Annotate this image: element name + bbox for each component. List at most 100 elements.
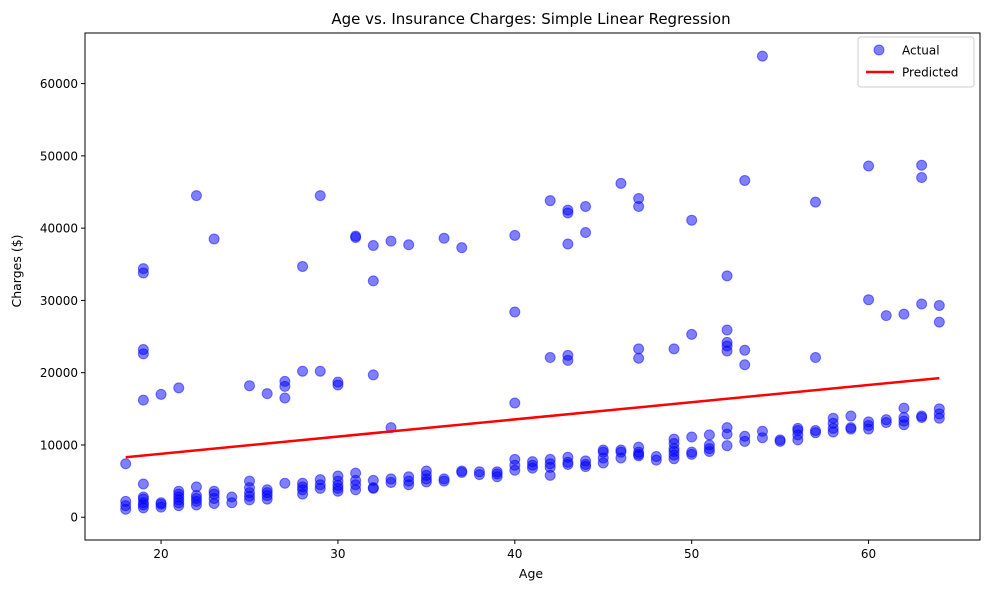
- scatter-point: [898, 402, 910, 414]
- y-tick-label: 50000: [40, 149, 78, 163]
- y-tick-label: 0: [70, 511, 78, 525]
- scatter-point: [173, 382, 185, 394]
- scatter-point: [916, 298, 928, 310]
- scatter-point: [243, 475, 255, 487]
- scatter-point: [633, 441, 645, 453]
- scatter-point: [155, 388, 167, 400]
- regression-line: [125, 376, 940, 459]
- scatter-point: [190, 481, 202, 493]
- legend-label-actual: Actual: [902, 44, 940, 58]
- y-tick-label: 60000: [40, 77, 78, 91]
- scatter-point: [509, 397, 521, 409]
- scatter-point: [845, 422, 857, 434]
- scatter-point: [933, 403, 945, 415]
- scatter-point: [756, 50, 768, 62]
- scatter-point: [827, 412, 839, 424]
- scatter-point: [279, 375, 291, 387]
- scatter-point: [544, 453, 556, 465]
- scatter-point: [721, 440, 733, 452]
- scatter-point: [580, 455, 592, 467]
- scatter-point: [774, 434, 786, 446]
- scatter-point: [137, 344, 149, 356]
- scatter-point: [279, 477, 291, 489]
- legend-marker-actual: [873, 44, 885, 56]
- scatter-point: [120, 458, 132, 470]
- scatter-point: [916, 172, 928, 184]
- axis-ticks: 20 30 40 50 60 0 10000 20000 30000 40000 50000 6000…: [40, 77, 876, 561]
- scatter-point: [243, 380, 255, 392]
- scatter-point: [438, 232, 450, 244]
- scatter-point: [350, 230, 362, 242]
- scatter-point: [880, 414, 892, 426]
- x-tick-label: 30: [330, 547, 345, 561]
- scatter-point: [845, 410, 857, 422]
- legend: Actual Predicted: [857, 36, 975, 88]
- chart-title: Age vs. Insurance Charges: Simple Linear…: [331, 10, 730, 28]
- scatter-point: [880, 310, 892, 322]
- scatter-point: [810, 196, 822, 208]
- scatter-point: [367, 239, 379, 251]
- scatter-point: [509, 229, 521, 241]
- y-tick-label: 20000: [40, 366, 78, 380]
- scatter-point: [367, 474, 379, 486]
- scatter-point: [562, 349, 574, 361]
- scatter-point: [686, 446, 698, 458]
- scatter-point: [314, 365, 326, 377]
- scatter-point: [137, 394, 149, 406]
- scatter-point: [279, 392, 291, 404]
- scatter-point: [350, 467, 362, 479]
- scatter-point: [509, 453, 521, 465]
- scatter-point: [933, 316, 945, 328]
- y-axis-label: Charges ($): [9, 234, 24, 307]
- scatter-point: [456, 242, 468, 254]
- scatter-point: [633, 352, 645, 364]
- scatter-point: [933, 299, 945, 311]
- scatter-point: [686, 214, 698, 226]
- scatter-point: [615, 177, 627, 189]
- scatter-point: [597, 444, 609, 456]
- scatter-point: [544, 352, 556, 364]
- scatter-point: [756, 425, 768, 437]
- scatter-point: [668, 433, 680, 445]
- scatter-point: [739, 430, 751, 442]
- scatter-point: [297, 477, 309, 489]
- scatter-point: [863, 294, 875, 306]
- scatter-point: [721, 336, 733, 348]
- scatter-point: [580, 226, 592, 238]
- x-axis-label: Age: [519, 566, 543, 581]
- y-tick-label: 10000: [40, 438, 78, 452]
- scatter-point: [509, 306, 521, 318]
- scatter-point: [332, 470, 344, 482]
- scatter-point: [226, 491, 238, 503]
- scatter-point: [562, 451, 574, 463]
- scatter-point: [739, 344, 751, 356]
- scatter-point: [297, 365, 309, 377]
- scatter-point: [261, 484, 273, 496]
- scatter-point: [120, 495, 132, 507]
- scatter-point: [721, 422, 733, 434]
- scatter-point: [721, 270, 733, 282]
- scatter-point: [898, 411, 910, 423]
- legend-box: [857, 36, 975, 88]
- scatter-point: [703, 429, 715, 441]
- y-tick-label: 30000: [40, 294, 78, 308]
- scatter-point: [403, 471, 415, 483]
- scatter-point: [332, 376, 344, 388]
- scatter-point: [190, 190, 202, 202]
- scatter-point: [916, 159, 928, 171]
- scatter-point: [385, 235, 397, 247]
- x-tick-label: 40: [507, 547, 522, 561]
- scatter-point: [403, 239, 415, 251]
- scatter-point: [314, 474, 326, 486]
- y-tick-label: 40000: [40, 222, 78, 236]
- scatter-point: [703, 439, 715, 451]
- scatter-point: [721, 324, 733, 336]
- scatter-point: [562, 204, 574, 216]
- x-tick-label: 20: [153, 547, 168, 561]
- scatter-point: [420, 465, 432, 477]
- scatter-point: [739, 359, 751, 371]
- scatter-point: [615, 444, 627, 456]
- scatter-point: [544, 195, 556, 207]
